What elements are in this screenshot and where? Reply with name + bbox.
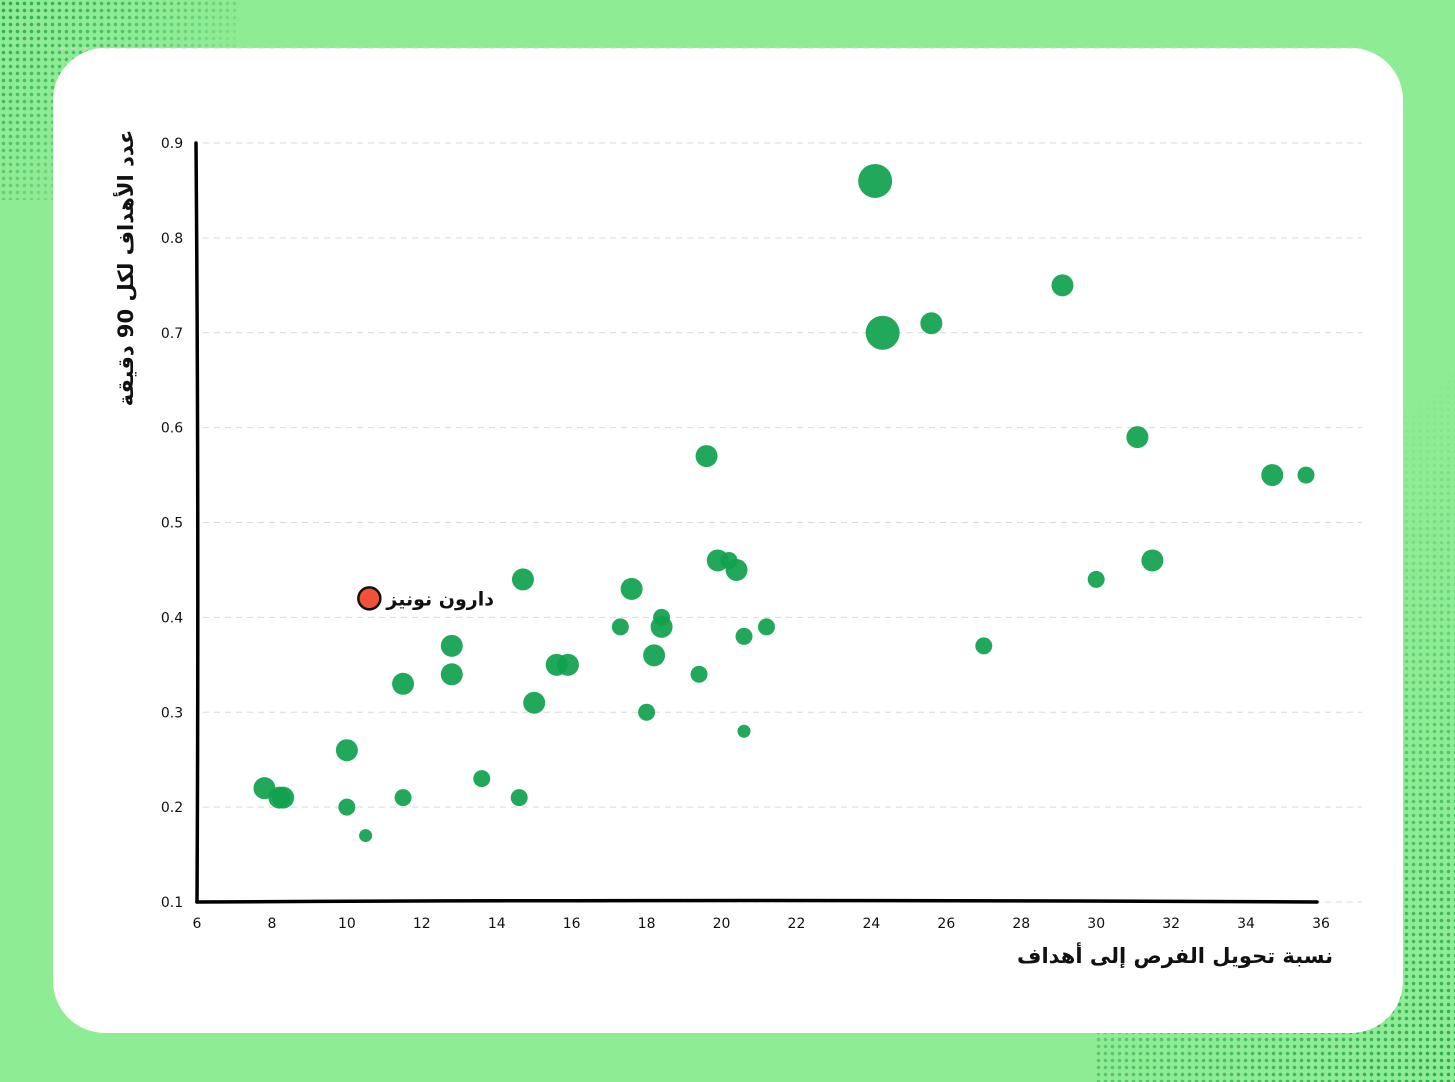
data-point	[865, 315, 900, 350]
data-point	[690, 665, 708, 683]
y-axis-title: عدد الأهداف لكل 90 دقيقة	[112, 130, 138, 407]
x-tick-label: 36	[1312, 916, 1330, 932]
y-tick-label: 0.6	[161, 421, 183, 437]
x-tick-label: 30	[1087, 916, 1105, 932]
x-tick-label: 8	[267, 916, 276, 932]
x-tick-label: 10	[338, 916, 356, 932]
data-point	[440, 634, 463, 657]
data-point	[735, 627, 753, 645]
chart-card	[53, 48, 1403, 1033]
axes	[194, 141, 1319, 904]
x-tick-label: 32	[1162, 916, 1180, 932]
data-point	[335, 739, 358, 762]
y-tick-labels: 0.1 0.2 0.3 0.4 0.5 0.6 0.7 0.8 0.9	[161, 136, 183, 911]
x-tick-label: 12	[413, 916, 431, 932]
data-point	[737, 724, 751, 738]
x-tick-labels: 6 8 10 12 14 16 18 20 22 24 26 28 30 32 34 36	[193, 916, 1330, 932]
highlight-group: دارون نونيز	[357, 586, 494, 611]
data-point	[1051, 274, 1074, 297]
data-point	[650, 615, 673, 638]
x-axis-line	[195, 898, 1319, 904]
data-point	[473, 770, 491, 788]
data-point	[511, 568, 534, 591]
data-points	[253, 163, 1315, 843]
data-point	[523, 691, 546, 714]
data-point	[858, 163, 893, 198]
x-tick-label: 20	[713, 916, 731, 932]
y-tick-label: 0.4	[161, 610, 183, 626]
x-tick-label: 26	[937, 916, 955, 932]
x-tick-label: 6	[193, 916, 202, 932]
x-axis-title: نسبة تحويل الفرص إلى أهداف	[1017, 941, 1333, 968]
data-point	[272, 786, 295, 809]
x-tick-label: 16	[563, 916, 581, 932]
data-point	[510, 789, 528, 807]
y-tick-label: 0.5	[161, 516, 183, 532]
data-point	[1141, 549, 1164, 572]
data-point	[440, 663, 463, 686]
x-tick-label: 28	[1012, 916, 1030, 932]
data-point	[757, 618, 775, 636]
y-tick-label: 0.8	[161, 231, 183, 247]
data-point	[620, 577, 643, 600]
data-point	[1087, 570, 1105, 588]
y-tick-label: 0.3	[161, 705, 183, 721]
data-point	[975, 637, 993, 655]
data-point	[920, 312, 943, 335]
data-point	[338, 798, 356, 816]
data-point	[695, 445, 718, 468]
data-point	[392, 672, 415, 695]
x-tick-label: 34	[1237, 916, 1255, 932]
gridlines	[60, 47, 1362, 903]
y-tick-label: 0.2	[161, 800, 183, 816]
highlight-label: دارون نونيز	[385, 588, 494, 610]
data-point	[359, 829, 373, 843]
y-axis-line	[194, 141, 200, 904]
data-point	[394, 789, 412, 807]
data-point	[725, 558, 748, 581]
data-point	[1126, 426, 1149, 449]
x-tick-label: 22	[788, 916, 806, 932]
data-point	[643, 644, 666, 667]
y-tick-label: 0.9	[161, 136, 183, 152]
data-point	[1297, 466, 1315, 484]
x-tick-label: 24	[862, 916, 880, 932]
y-tick-label: 0.1	[161, 895, 183, 911]
x-tick-label: 14	[488, 916, 506, 932]
x-tick-label: 18	[638, 916, 656, 932]
data-point	[556, 653, 579, 676]
data-point	[638, 703, 656, 721]
highlight-point	[357, 586, 382, 611]
y-tick-label: 0.7	[161, 326, 183, 342]
data-point	[611, 618, 629, 636]
data-point	[1261, 464, 1284, 487]
